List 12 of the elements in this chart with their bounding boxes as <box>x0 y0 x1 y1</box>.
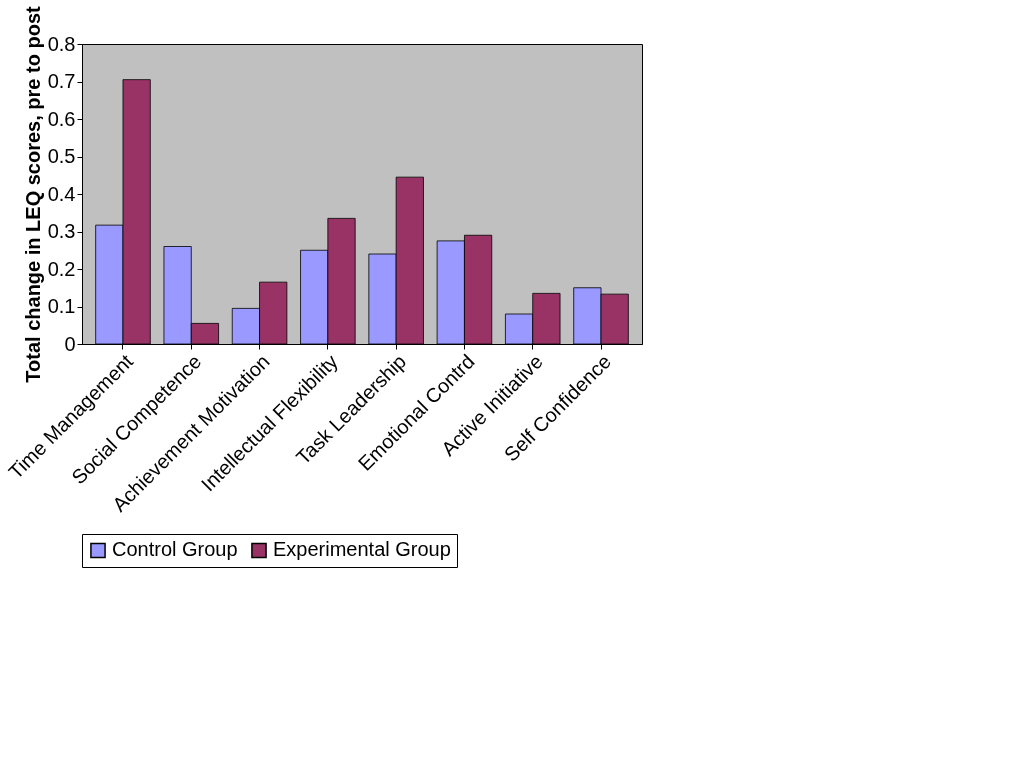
y-tick-label: 0.4 <box>47 182 76 205</box>
y-tick-label: 0 <box>64 332 76 355</box>
y-tick-label: 0.1 <box>47 295 76 317</box>
y-tick-label: 0.3 <box>47 220 76 242</box>
legend-label: Control Group <box>112 538 238 561</box>
legend-label: Experimental Group <box>273 538 451 561</box>
y-tick-label: 0.6 <box>47 107 76 130</box>
y-tick-label: 0.2 <box>47 257 76 280</box>
y-axis-title: Total change in LEQ scores, pre to post <box>21 5 44 383</box>
y-tick-label: 0.8 <box>47 32 76 55</box>
y-tick-label: 0.5 <box>47 145 76 167</box>
y-tick-label: 0.7 <box>47 70 76 92</box>
